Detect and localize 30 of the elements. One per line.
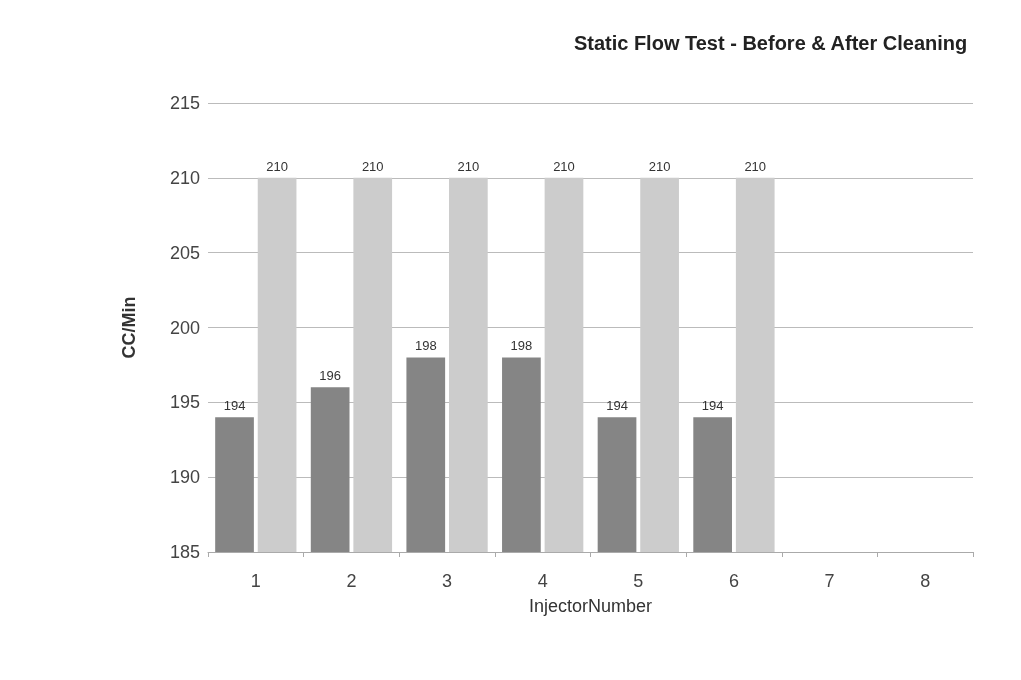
- data-label: 210: [648, 158, 671, 174]
- data-label: 210: [266, 158, 288, 174]
- data-label: 196: [319, 368, 341, 384]
- data-label: 194: [223, 398, 246, 414]
- y-tick-label: 190: [169, 467, 200, 488]
- x-tick-label: 6: [728, 571, 739, 591]
- x-tick-label: 7: [824, 571, 835, 591]
- data-label: 210: [744, 158, 767, 174]
- data-label: 210: [361, 158, 384, 174]
- data-label: 210: [457, 158, 480, 174]
- x-tick-label: 1: [250, 571, 261, 591]
- y-tick-label: 195: [169, 392, 200, 413]
- y-tick-label: 200: [169, 317, 200, 338]
- x-tick-label: 8: [920, 571, 931, 591]
- x-tick-label: 2: [346, 571, 357, 591]
- y-tick-label: 185: [169, 542, 200, 562]
- y-axis-title: CC/Min: [119, 296, 139, 359]
- x-tick-label: 3: [442, 571, 453, 591]
- y-tick-label: 210: [169, 167, 200, 188]
- data-label: 198: [414, 338, 437, 354]
- data-label: 198: [510, 338, 533, 354]
- x-axis-title: InjectorNumber: [528, 596, 653, 616]
- y-tick-label: 205: [169, 242, 200, 263]
- x-tick-label: 4: [537, 571, 548, 591]
- data-label: 194: [606, 398, 628, 414]
- y-tick-label: 215: [169, 93, 200, 113]
- x-tick-label: 5: [633, 571, 644, 591]
- chart-title: Static Flow Test - Before & After Cleaning: [573, 32, 968, 54]
- data-label: 194: [701, 398, 724, 414]
- data-label: 210: [553, 158, 575, 174]
